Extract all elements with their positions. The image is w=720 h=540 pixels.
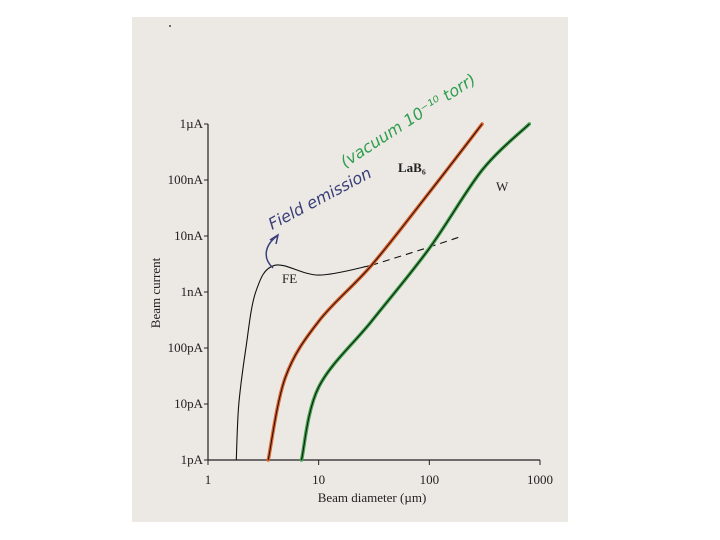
y-tick-label: 1µA	[180, 116, 204, 131]
x-tick-label: 10	[312, 472, 325, 487]
y-ticks: 1pA 10pA 100pA 1nA 10nA 100nA 1µA	[168, 116, 208, 467]
x-tick-label: 1	[205, 472, 212, 487]
handwritten-arrow	[265, 233, 280, 269]
y-tick-label: 1pA	[181, 452, 204, 467]
y-tick-label: 1nA	[181, 284, 204, 299]
series-lab6-curve	[266, 122, 484, 462]
series-fe-extrapolation	[371, 235, 463, 266]
label-w: W	[496, 179, 509, 194]
y-tick-label: 100pA	[168, 340, 204, 355]
series-fe-curve	[235, 264, 372, 461]
x-ticks: 1 10 100 1000	[205, 460, 553, 487]
scan-speck	[169, 25, 171, 27]
y-axis-label: Beam current	[148, 257, 163, 328]
series-w-ink	[301, 123, 530, 461]
series-lab6-ink	[267, 123, 483, 461]
y-tick-label: 10nA	[174, 228, 204, 243]
x-tick-label: 100	[420, 472, 440, 487]
y-tick-label: 100nA	[168, 172, 204, 187]
y-tick-label: 10pA	[174, 396, 204, 411]
handwritten-field-emission: Field emission	[265, 163, 375, 233]
label-fe: FE	[282, 271, 297, 286]
x-tick-label: 1000	[527, 472, 553, 487]
x-axis-label: Beam diameter (µm)	[318, 490, 427, 505]
scanned-page	[132, 17, 568, 522]
label-lab6: LaB₆	[398, 160, 426, 175]
